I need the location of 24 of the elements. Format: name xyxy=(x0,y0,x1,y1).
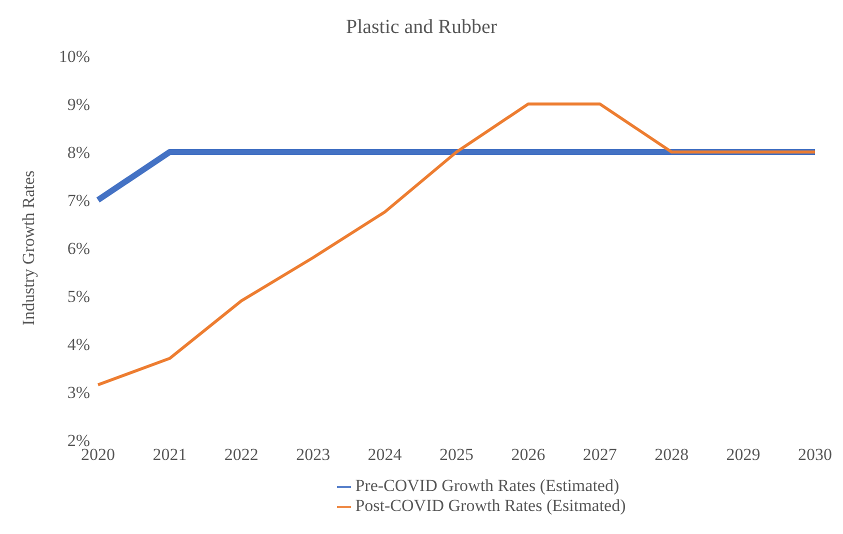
legend-label: Post-COVID Growth Rates (Esitmated) xyxy=(355,496,626,515)
x-tick-label: 2027 xyxy=(582,445,618,464)
x-tick-label: 2030 xyxy=(798,445,832,464)
x-tick-label: 2023 xyxy=(296,445,330,464)
x-tick-label: 2021 xyxy=(152,445,187,464)
x-tick-label: 2029 xyxy=(726,445,760,464)
y-tick-label: 3% xyxy=(67,383,90,402)
line-series xyxy=(96,102,816,386)
legend-label: Pre-COVID Growth Rates (Estimated) xyxy=(355,476,620,495)
y-tick-label: 6% xyxy=(67,239,90,258)
y-tick-label: 7% xyxy=(67,191,90,210)
y-tick-label: 10% xyxy=(58,47,90,66)
y-tick-label: 5% xyxy=(67,287,90,306)
y-axis-title: Industry Growth Rates xyxy=(19,170,38,326)
y-tick-label: 8% xyxy=(67,143,90,162)
y-tick-label: 4% xyxy=(67,335,90,354)
x-tick-label: 2025 xyxy=(440,445,474,464)
x-tick-label: 2026 xyxy=(511,445,546,464)
x-tick-label: 2022 xyxy=(224,445,258,464)
x-tick-label: 2024 xyxy=(368,445,402,464)
x-tick-label: 2028 xyxy=(654,445,689,464)
y-tick-label: 9% xyxy=(67,95,90,114)
chart-title: Plastic and Rubber xyxy=(344,15,498,40)
x-tick-label: 2020 xyxy=(81,445,115,464)
